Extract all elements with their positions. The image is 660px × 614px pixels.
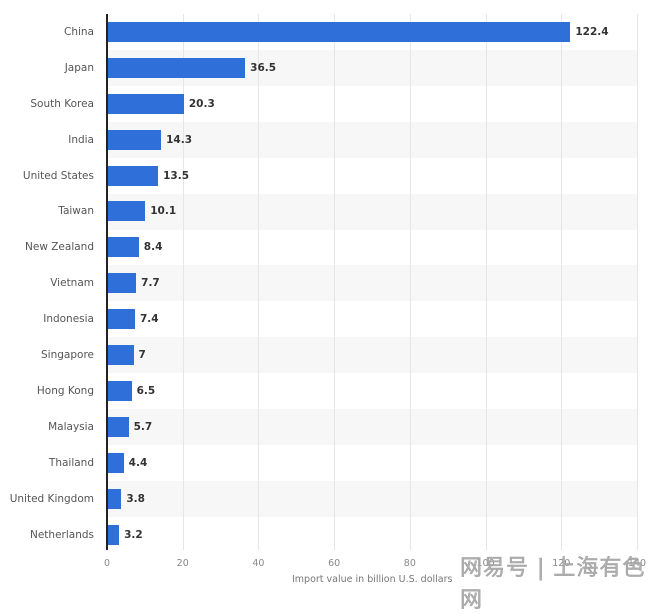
value-label: 36.5 — [250, 61, 277, 74]
category-label: South Korea — [30, 97, 94, 110]
gridline — [258, 14, 260, 550]
bar[interactable] — [107, 21, 571, 42]
bar[interactable] — [107, 201, 146, 222]
category-label: Malaysia — [48, 420, 94, 433]
category-label: Hong Kong — [36, 384, 94, 397]
value-label: 14.3 — [166, 133, 193, 146]
value-label: 10.1 — [150, 205, 177, 218]
category-label: Netherlands — [29, 528, 94, 541]
bar[interactable] — [107, 129, 162, 150]
gridline — [334, 14, 336, 550]
x-tick-label: 0 — [103, 558, 111, 569]
bar[interactable] — [107, 380, 132, 401]
row-stripe — [107, 408, 637, 445]
value-label: 13.5 — [163, 169, 190, 182]
row-stripe — [107, 193, 637, 230]
category-label: India — [68, 133, 94, 146]
row-stripe — [107, 121, 637, 158]
bar[interactable] — [107, 488, 122, 509]
category-label: Indonesia — [43, 313, 94, 326]
x-tick-label: 40 — [252, 558, 265, 569]
category-label: New Zealand — [25, 241, 94, 254]
value-label: 122.4 — [575, 25, 609, 38]
value-label: 20.3 — [188, 97, 215, 110]
bar[interactable] — [107, 452, 124, 473]
x-tick-label: 100 — [476, 558, 495, 569]
y-axis-line — [106, 14, 108, 550]
bar[interactable] — [107, 309, 135, 330]
category-label: Taiwan — [58, 205, 94, 218]
gridline — [561, 14, 563, 550]
category-label: Vietnam — [50, 277, 94, 290]
x-tick-label: 140 — [627, 558, 647, 569]
value-label: 7 — [138, 349, 146, 362]
category-label: China — [64, 25, 94, 38]
row-stripe — [107, 265, 637, 302]
value-label: 4.4 — [128, 456, 148, 469]
gridline — [637, 14, 638, 550]
x-tick-label: 60 — [328, 558, 341, 569]
row-stripe — [107, 480, 637, 517]
value-label: 3.8 — [126, 492, 145, 505]
bar[interactable] — [107, 165, 159, 186]
category-label: United Kingdom — [9, 492, 94, 505]
x-tick-label: 20 — [176, 558, 189, 569]
bar[interactable] — [107, 273, 137, 294]
horizontal-bar-chart: China 122.4 Japan 36.5 South Korea 20.3 India 1… — [9, 14, 647, 613]
category-label: Japan — [64, 61, 94, 74]
value-label: 5.7 — [133, 420, 153, 433]
gridline — [182, 14, 184, 550]
value-label: 6.5 — [136, 384, 156, 397]
watermark: 网易号 | 上海有色网 — [460, 556, 646, 614]
bar[interactable] — [107, 57, 246, 78]
bar[interactable] — [107, 93, 184, 114]
value-label: 3.2 — [124, 528, 143, 541]
x-tick-label: 80 — [403, 558, 416, 569]
gridline — [409, 14, 411, 550]
row-stripe — [107, 337, 637, 374]
category-label: Singapore — [41, 349, 94, 362]
bar[interactable] — [107, 237, 139, 258]
bar[interactable] — [107, 416, 129, 437]
bar[interactable] — [107, 524, 120, 545]
value-label: 8.4 — [143, 241, 163, 254]
value-label: 7.7 — [141, 277, 160, 290]
bar[interactable] — [107, 345, 134, 366]
x-tick-label: 120 — [552, 558, 571, 569]
category-label: United States — [22, 169, 94, 182]
gridline — [485, 14, 487, 550]
category-label: Thailand — [48, 456, 94, 469]
x-axis-title: Import value in billion U.S. dollars — [292, 574, 453, 585]
value-label: 7.4 — [140, 313, 159, 326]
